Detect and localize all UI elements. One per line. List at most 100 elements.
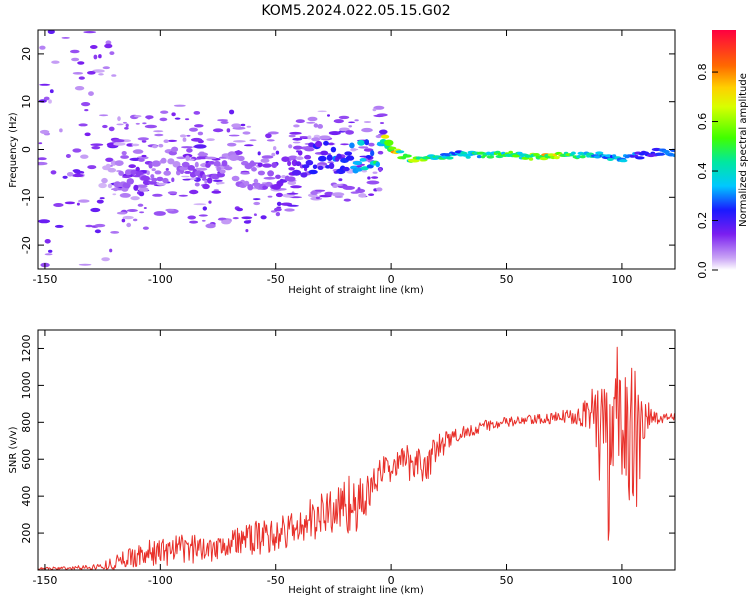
spectrogram-blob <box>133 218 138 222</box>
spectrogram-ridge-mark <box>185 155 190 162</box>
spectrogram-ridge-mark <box>486 155 495 159</box>
spectrogram-blob <box>90 207 101 213</box>
spectrogram-ridge-mark <box>287 160 292 167</box>
spectrogram-ridge-mark <box>342 166 350 172</box>
spectrogram-blob <box>85 224 93 228</box>
spectrogram-blob <box>109 51 115 55</box>
spectrogram-ridge-mark <box>336 153 342 159</box>
spectrogram-blob <box>204 179 208 184</box>
spectrogram-blob <box>51 60 60 64</box>
spectrogram-blob <box>102 66 111 70</box>
spectrogram-blob <box>47 30 55 34</box>
spectrogram-blob <box>307 135 312 140</box>
spectrogram-blob <box>368 142 375 147</box>
spectrogram-blob <box>141 154 147 158</box>
spectrogram-blob <box>144 124 157 129</box>
spectrogram-ridge-mark <box>328 162 335 169</box>
spectrogram-ylabel: Frequency (Hz) <box>8 112 19 188</box>
spectrogram-blob <box>43 96 50 101</box>
spectrogram-ridge-mark <box>101 177 108 184</box>
colorbar-tick-label: 0.0 <box>696 261 709 279</box>
spectrogram-ridge-mark <box>326 154 333 161</box>
spectrogram-ridge-mark <box>375 161 381 168</box>
spectrogram-ridge-mark <box>312 164 318 170</box>
spectrogram-blob <box>338 115 350 120</box>
snr-xtick-label: 100 <box>611 574 632 587</box>
spectrogram-ridge-mark <box>118 170 124 176</box>
spectrogram-blob <box>260 158 270 163</box>
spectrogram-ridge-mark <box>409 159 420 163</box>
spectrogram-ridge-mark <box>495 154 504 159</box>
spectrogram-blob <box>324 191 334 196</box>
spectrogram-blob <box>99 114 109 117</box>
spectrogram-blob <box>120 155 129 159</box>
spectrogram-blob <box>84 109 89 112</box>
spectrogram-blob <box>38 161 48 166</box>
spectrogram-xtick-label: 50 <box>500 273 514 286</box>
spectrogram-blob <box>332 183 344 186</box>
spectrogram-blob <box>358 193 367 198</box>
colorbar-label: Normalized spectral amplitude <box>738 73 749 227</box>
spectrogram-blob <box>160 110 169 114</box>
spectrogram-blob <box>71 57 80 62</box>
spectrogram-blob <box>90 45 98 49</box>
spectrogram-blob <box>307 116 318 122</box>
spectrogram-ridge-mark <box>187 165 195 171</box>
spectrogram-blob <box>151 168 156 172</box>
snr-xlabel: Height of straight line (km) <box>288 585 424 596</box>
spectrogram-blob <box>193 111 201 115</box>
spectrogram-ridge-mark <box>151 177 158 182</box>
spectrogram-blob <box>132 149 144 154</box>
spectrogram-blob <box>87 165 97 170</box>
spectrogram-ridge-mark <box>364 139 370 146</box>
spectrogram-blob <box>38 142 43 145</box>
spectrogram-blob <box>83 30 97 34</box>
spectrogram-ridge-mark <box>98 182 107 189</box>
spectrogram-ridge-mark <box>219 169 226 174</box>
spectrogram-blob <box>229 109 235 115</box>
spectrogram-blob <box>288 155 298 161</box>
spectrogram-blob <box>376 113 388 117</box>
spectrogram-ridge-mark <box>317 165 324 170</box>
spectrogram-blob <box>39 83 51 86</box>
spectrogram-ridge-mark <box>349 142 355 149</box>
spectrogram-ridge-mark <box>297 150 303 156</box>
spectrogram-xtick-label: 100 <box>611 273 632 286</box>
spectrogram-ridge-mark <box>107 183 113 189</box>
spectrogram-blob <box>311 137 321 142</box>
spectrogram-blob <box>246 125 252 128</box>
spectrogram-blob <box>295 156 304 160</box>
snr-ylabel: SNR (v/v) <box>8 426 19 473</box>
spectrogram-ridge-mark <box>107 167 117 173</box>
spectrogram-ridge-mark <box>105 163 111 169</box>
spectrogram-blob <box>333 119 344 124</box>
spectrogram-ridge-mark <box>138 158 145 162</box>
spectrogram-ridge-mark <box>181 161 190 168</box>
spectrogram-blob <box>293 145 303 150</box>
spectrogram-blob <box>194 144 207 149</box>
spectrogram-blob <box>119 193 131 198</box>
spectrogram-blob <box>96 199 104 204</box>
spectrogram-blob <box>163 139 169 143</box>
spectrogram-blob <box>66 172 74 177</box>
spectrogram-ridge-mark <box>345 155 355 161</box>
spectrogram-blob <box>184 170 192 174</box>
spectrogram-xtick-label: -100 <box>148 273 173 286</box>
spectrogram-blob <box>376 187 383 192</box>
colorbar-gradient <box>712 30 736 270</box>
spectrogram-blob <box>275 150 280 155</box>
spectrogram-blob <box>78 76 85 80</box>
spectrogram-xtick-label: 0 <box>388 273 395 286</box>
spectrogram-ridge-mark <box>281 156 290 162</box>
spectrogram-blob <box>317 124 324 129</box>
spectrogram-ridge-mark <box>553 156 560 160</box>
spectrogram-xtick-label: -150 <box>32 273 57 286</box>
spectrogram-ridge-mark <box>315 140 323 148</box>
spectrogram-blob <box>93 54 98 60</box>
spectrogram-blob <box>48 249 53 253</box>
spectrogram-blob <box>377 150 384 155</box>
spectrogram-blob <box>105 40 112 45</box>
spectrogram-blob <box>372 108 377 112</box>
spectrogram-blob <box>151 144 158 149</box>
